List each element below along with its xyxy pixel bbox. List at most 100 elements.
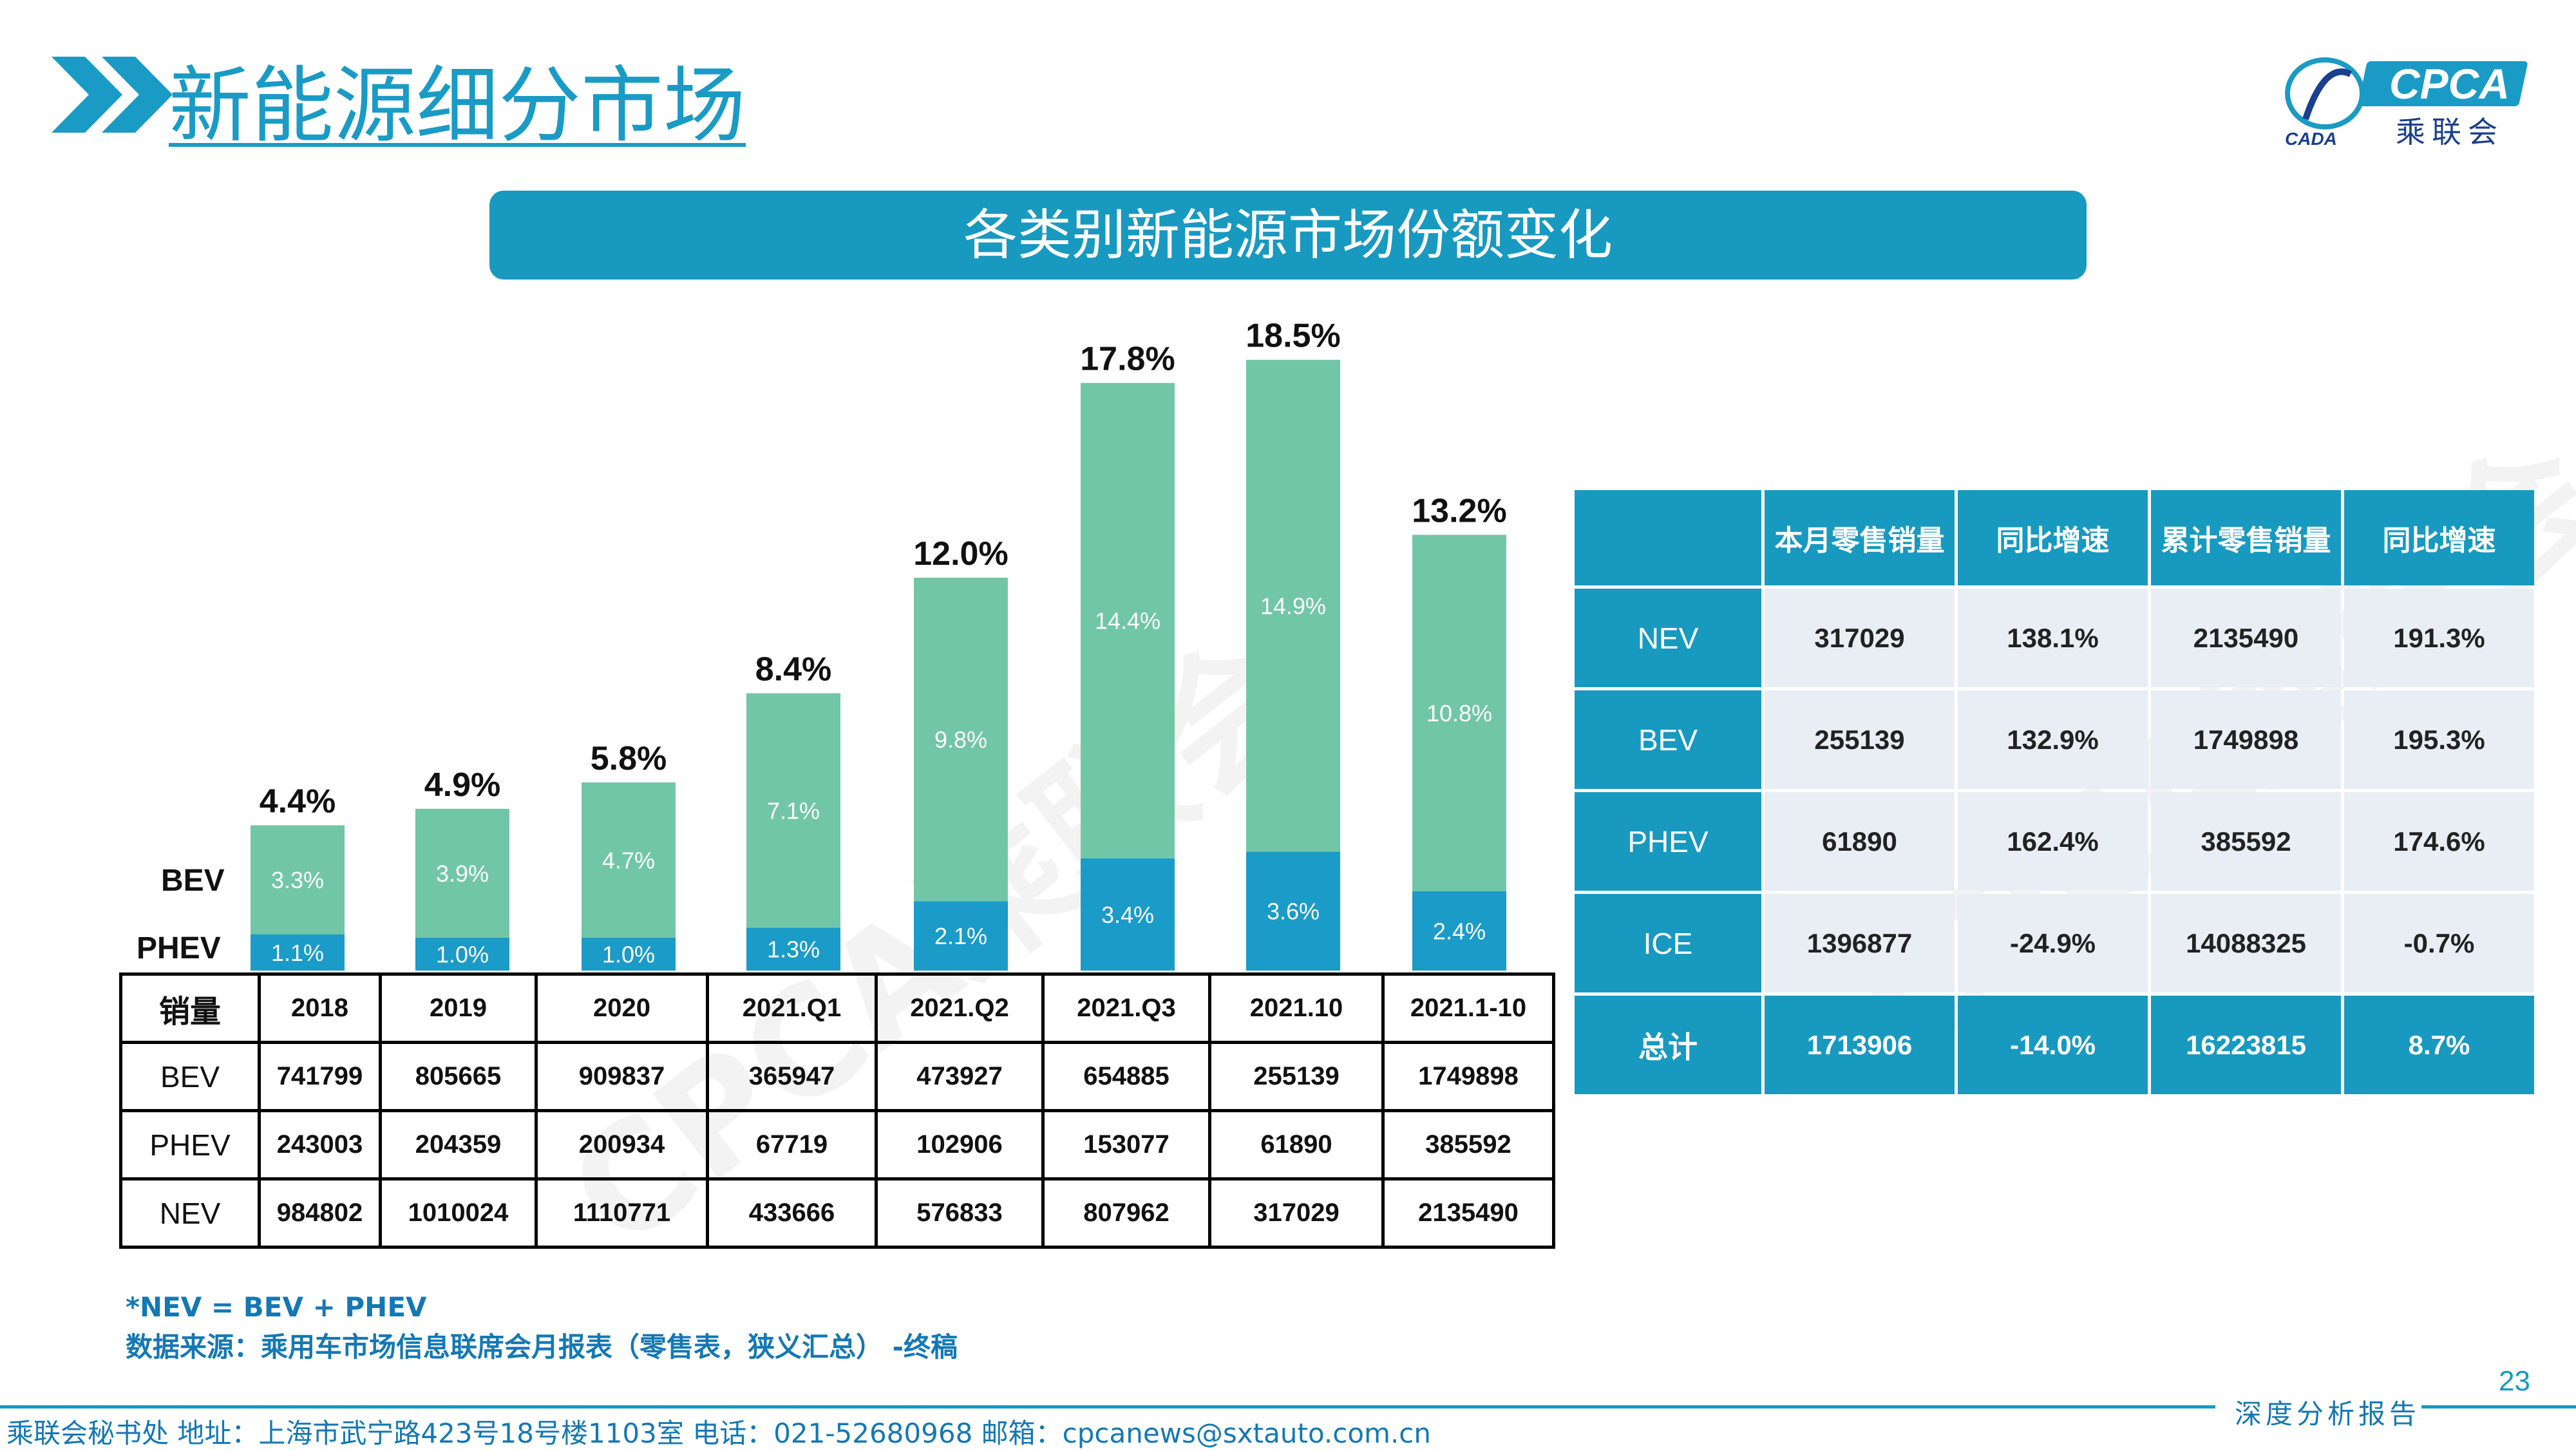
logo-text: CPCA bbox=[2389, 60, 2510, 108]
bar-bev bbox=[1081, 383, 1175, 858]
footer-contact: 乘联会秘书处 地址：上海市武宁路423号18号楼1103室 电话：021-526… bbox=[6, 1418, 1432, 1449]
row-label: PHEV bbox=[119, 1109, 261, 1181]
table-row: BEV 741799 805665 909837 365947 473927 654885 2… bbox=[119, 1041, 1555, 1112]
table-cell: 473927 bbox=[875, 1041, 1045, 1112]
total-label: 12.0% bbox=[913, 535, 1008, 573]
series-label-phev: PHEV bbox=[137, 931, 221, 965]
bar-phev bbox=[1412, 891, 1506, 971]
table-cell: 1749898 bbox=[1381, 1041, 1555, 1112]
bar-phev bbox=[415, 937, 509, 971]
table-cell: 385592 bbox=[2151, 792, 2341, 891]
row-label: NEV bbox=[1575, 589, 1761, 687]
data-label: 3.9% bbox=[436, 860, 489, 887]
bar-phev bbox=[582, 937, 676, 971]
row-label: ICE bbox=[1575, 894, 1761, 992]
column-header: 累计零售销量 bbox=[2151, 490, 2341, 585]
table-cell: 385592 bbox=[1381, 1109, 1555, 1181]
bar-bev bbox=[746, 693, 840, 928]
table-header-row: 本月零售销量 同比增速 累计零售销量 同比增速 bbox=[1575, 490, 2534, 585]
row-label: BEV bbox=[119, 1041, 261, 1112]
table-cell: 255139 bbox=[1765, 690, 1955, 789]
data-label: 1.0% bbox=[602, 941, 655, 967]
table-cell: 1010024 bbox=[379, 1177, 538, 1249]
cpca-logo: CPCA 乘联会 CADA bbox=[2280, 48, 2537, 151]
table-cell: -0.7% bbox=[2344, 894, 2534, 992]
column-header: 2018 bbox=[258, 972, 382, 1044]
table-cell: 14088325 bbox=[2151, 894, 2341, 992]
table-cell: 1110771 bbox=[535, 1177, 709, 1249]
table-cell: 195.3% bbox=[2344, 690, 2534, 789]
table-cell: 243003 bbox=[258, 1109, 382, 1181]
row-label: NEV bbox=[119, 1177, 261, 1249]
column-header: 2019 bbox=[379, 972, 538, 1044]
table-cell: 576833 bbox=[875, 1177, 1045, 1249]
data-label: 3.3% bbox=[271, 867, 324, 893]
table-cell: 8.7% bbox=[2344, 996, 2534, 1094]
table-cell: 1713906 bbox=[1765, 996, 1955, 1094]
table-cell: 365947 bbox=[706, 1041, 878, 1112]
table-cell: 61890 bbox=[1208, 1109, 1385, 1181]
row-label: BEV bbox=[1575, 690, 1761, 789]
row-label: 总计 bbox=[1575, 996, 1761, 1094]
slide-title: 新能源细分市场 bbox=[169, 58, 746, 154]
table-cell: 138.1% bbox=[1958, 589, 2148, 687]
footer-divider bbox=[0, 1405, 2215, 1408]
table-cell: 2135490 bbox=[1381, 1177, 1555, 1249]
bar-phev bbox=[914, 901, 1008, 971]
column-header: 2021.1-10 bbox=[1381, 972, 1555, 1044]
total-label: 4.9% bbox=[424, 766, 501, 804]
column-header: 2021.Q3 bbox=[1041, 972, 1211, 1044]
table-row: ICE 1396877 -24.9% 14088325 -0.7% bbox=[1575, 894, 2534, 992]
page-number: 23 bbox=[2499, 1365, 2530, 1397]
table-cell: 191.3% bbox=[2344, 589, 2534, 687]
series-label-bev: BEV bbox=[161, 864, 225, 898]
bar-bev bbox=[914, 578, 1008, 902]
table-cell: 132.9% bbox=[1958, 690, 2148, 789]
table-cell: 741799 bbox=[258, 1041, 382, 1112]
column-header: 2020 bbox=[535, 972, 709, 1044]
column-header: 2021.Q2 bbox=[875, 972, 1045, 1044]
table-corner-label: 销量 bbox=[119, 972, 261, 1044]
total-label: 18.5% bbox=[1245, 318, 1340, 355]
data-label: 3.6% bbox=[1267, 898, 1320, 925]
table-row: NEV 984802 1010024 1110771 433666 576833 80796… bbox=[119, 1177, 1555, 1249]
total-label: 8.4% bbox=[755, 650, 832, 688]
data-label: 10.8% bbox=[1426, 700, 1492, 726]
table-cell: -14.0% bbox=[1958, 996, 2148, 1094]
table-cell: 16223815 bbox=[2151, 996, 2341, 1094]
table-cell: -24.9% bbox=[1958, 894, 2148, 992]
chart-banner-title: 各类别新能源市场份额变化 bbox=[489, 191, 2087, 280]
table-cell: 317029 bbox=[1765, 589, 1955, 687]
column-header: 2021.Q1 bbox=[706, 972, 878, 1044]
table-row: BEV 255139 132.9% 1749898 195.3% bbox=[1575, 690, 2534, 789]
table-cell: 204359 bbox=[379, 1109, 538, 1181]
table-row: NEV 317029 138.1% 2135490 191.3% bbox=[1575, 589, 2534, 687]
table-cell: 67719 bbox=[706, 1109, 878, 1181]
table-cell: 433666 bbox=[706, 1177, 878, 1249]
table-cell: 162.4% bbox=[1958, 792, 2148, 891]
table-cell: 1396877 bbox=[1765, 894, 1955, 992]
total-label: 5.8% bbox=[591, 740, 667, 777]
bar-bev bbox=[582, 782, 676, 938]
table-cell: 654885 bbox=[1041, 1041, 1211, 1112]
stacked-bar-chart: 1.1% 3.3% 4.4% 1.0% 3.9% 4.9% 1.0% 4.7% 5.8% 1.3%… bbox=[251, 318, 1507, 971]
table-cell: 102906 bbox=[875, 1109, 1045, 1181]
footer-divider bbox=[2421, 1405, 2576, 1408]
data-label: 3.4% bbox=[1101, 902, 1154, 928]
table-cell: 2135490 bbox=[2151, 589, 2341, 687]
table-row: PHEV 61890 162.4% 385592 174.6% bbox=[1575, 792, 2534, 891]
bar-bev bbox=[1412, 535, 1506, 891]
table-cell: 909837 bbox=[535, 1041, 709, 1112]
table-cell: 174.6% bbox=[2344, 792, 2534, 891]
bar-phev bbox=[251, 934, 345, 971]
data-label: 4.7% bbox=[602, 847, 655, 873]
table-cell: 807962 bbox=[1041, 1177, 1211, 1249]
column-header: 本月零售销量 bbox=[1765, 490, 1955, 585]
row-label: PHEV bbox=[1575, 792, 1761, 891]
column-header: 同比增速 bbox=[2344, 490, 2534, 585]
bar-bev bbox=[415, 808, 509, 938]
data-label: 1.3% bbox=[767, 936, 820, 963]
table-header-row: 销量 2018 2019 2020 2021.Q1 2021.Q2 2021.Q3 2021.… bbox=[119, 972, 1555, 1044]
report-tag: 深度分析报告 bbox=[2235, 1398, 2421, 1430]
table-corner bbox=[1575, 490, 1761, 585]
